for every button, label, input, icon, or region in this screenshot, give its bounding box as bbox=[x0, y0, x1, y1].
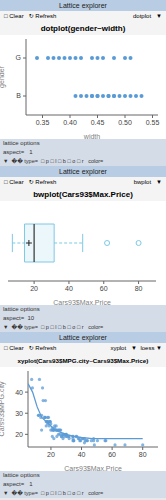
svg-text:Cars93$Max.Price: Cars93$Max.Price bbox=[64, 465, 122, 471]
html-text:lattice options: lattice options bbox=[3, 306, 40, 312]
svg-text:20: 20 bbox=[47, 451, 55, 458]
html-text:▼ �� type= □ p □ l □ b □ o □ r: ▼ �� type= □ p □ l □ b □ o □ r color= bbox=[3, 490, 104, 496]
svg-text:60: 60 bbox=[100, 285, 108, 292]
html-text:aspect= 10: aspect= 10 bbox=[3, 315, 35, 321]
svg-text:0.45: 0.45 bbox=[91, 119, 105, 126]
svg-text:G: G bbox=[16, 54, 21, 61]
svg-text:20: 20 bbox=[15, 431, 23, 438]
html-text:Lattice explorer: Lattice explorer bbox=[59, 334, 107, 341]
html-text:dotplot(gender~width): dotplot(gender~width) bbox=[40, 24, 126, 33]
html-text:dotplot ▼: dotplot ▼ bbox=[133, 13, 162, 19]
svg-text:0.50: 0.50 bbox=[118, 119, 132, 126]
svg-text:B: B bbox=[16, 92, 21, 99]
svg-text:width: width bbox=[83, 133, 100, 139]
html-text:xyplot ▼ loess ▼: xyplot ▼ loess ▼ bbox=[110, 345, 162, 351]
svg-text:30: 30 bbox=[15, 410, 23, 417]
svg-text:60: 60 bbox=[108, 451, 116, 458]
svg-text:40: 40 bbox=[78, 451, 86, 458]
svg-text:0.40: 0.40 bbox=[63, 119, 77, 126]
svg-text:40: 40 bbox=[65, 285, 73, 292]
html-text:bwplot ▼: bwplot ▼ bbox=[133, 179, 162, 185]
svg-text:20: 20 bbox=[30, 285, 38, 292]
html-text:bwplot(Cars93$Max.Price): bwplot(Cars93$Max.Price) bbox=[33, 190, 133, 199]
svg-text:0.35: 0.35 bbox=[36, 119, 50, 126]
html-text:aspect= 1: aspect= 1 bbox=[3, 149, 33, 155]
html-text:▼ �� type= □ p □ l □ b □ o □ r: ▼ �� type= □ p □ l □ b □ o □ r color= bbox=[3, 324, 104, 330]
svg-text:Cars93$Max.Price: Cars93$Max.Price bbox=[53, 299, 111, 305]
html-text:aspect= 1: aspect= 1 bbox=[3, 481, 33, 487]
html-text:▼ �� type= □ p □ l □ b □ o □ r: ▼ �� type= □ p □ l □ b □ o □ r color= bbox=[3, 158, 104, 164]
svg-text:80: 80 bbox=[135, 285, 143, 292]
html-text:Lattice explorer: Lattice explorer bbox=[59, 168, 107, 175]
svg-text:40: 40 bbox=[15, 389, 23, 396]
html-text:lattice options: lattice options bbox=[3, 140, 40, 146]
html-text:□ Clear ↻ Refresh: □ Clear ↻ Refresh bbox=[4, 13, 57, 19]
html-text:□ Clear ↻ Refresh: □ Clear ↻ Refresh bbox=[4, 179, 57, 185]
html-text:lattice options: lattice options bbox=[3, 472, 40, 478]
svg-text:0.55: 0.55 bbox=[146, 119, 158, 126]
html-text:xyplot(Cars93$MPG.city~Cars93$: xyplot(Cars93$MPG.city~Cars93$Max.Price) bbox=[17, 357, 149, 364]
html-text:Lattice explorer: Lattice explorer bbox=[59, 2, 107, 9]
svg-text:80: 80 bbox=[139, 451, 147, 458]
html-text:□ Clear ↻ Refresh: □ Clear ↻ Refresh bbox=[4, 345, 57, 351]
